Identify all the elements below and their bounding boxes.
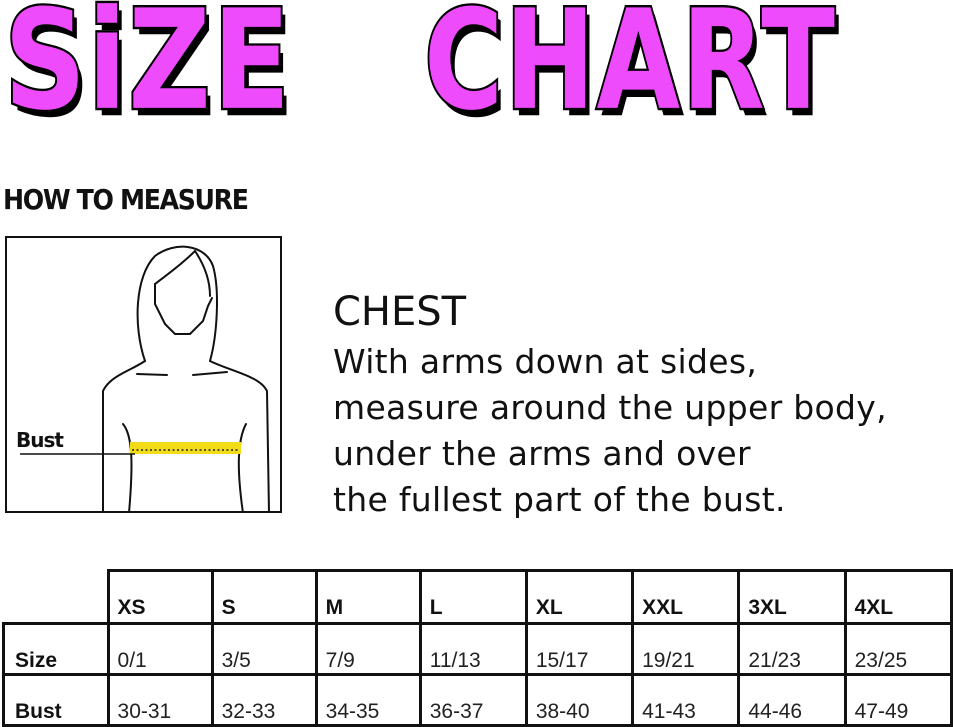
table-cell: 3/5 xyxy=(210,622,318,676)
table-cell: 11/13 xyxy=(418,622,528,676)
table-cell: 38-40 xyxy=(524,673,635,727)
bust-label: Bust xyxy=(16,428,64,452)
table-cell: 19/21 xyxy=(631,622,741,676)
header-cell: L xyxy=(418,569,528,625)
table-cell: 21/23 xyxy=(737,622,847,676)
table-cell: 36-37 xyxy=(418,673,528,727)
table-cell: 15/17 xyxy=(524,622,635,676)
table-cell: 7/9 xyxy=(314,622,422,676)
instruction-line: measure around the upper body, xyxy=(333,388,887,427)
measuring-tape xyxy=(130,442,241,454)
table-cell: 44-46 xyxy=(737,673,847,727)
size-table: XS S M L XL XXL 3XL 4XL Size 0/1 3/5 7/9… xyxy=(2,569,953,727)
title-size: SiZE xyxy=(2,0,292,142)
title-chart: CHART xyxy=(422,0,837,142)
table-row-bust: Bust 30-31 32-33 34-35 36-37 38-40 41-43… xyxy=(2,673,953,727)
instruction-line: the fullest part of the bust. xyxy=(333,480,786,519)
chest-heading: CHEST xyxy=(333,289,467,335)
table-cell: 34-35 xyxy=(314,673,422,727)
instruction-line: under the arms and over xyxy=(333,434,751,473)
table-cell: 47-49 xyxy=(843,673,953,727)
empty-corner-cell xyxy=(3,570,110,625)
row-label: Size xyxy=(2,622,110,676)
header-cell: S xyxy=(210,569,318,625)
chest-instructions: With arms down at sides, measure around … xyxy=(333,339,887,523)
table-cell: 0/1 xyxy=(106,622,214,676)
table-cell: 23/25 xyxy=(843,622,953,676)
table-cell: 30-31 xyxy=(106,673,214,727)
header-cell: 3XL xyxy=(737,569,847,625)
woman-outline-illustration xyxy=(5,236,282,514)
measurement-figure: Bust xyxy=(5,236,282,514)
header-cell: XXL xyxy=(631,569,741,625)
table-cell: 41-43 xyxy=(631,673,741,727)
instruction-line: With arms down at sides, xyxy=(333,342,758,381)
header-row: XS S M L XL XXL 3XL 4XL xyxy=(3,569,953,625)
table-row-size: Size 0/1 3/5 7/9 11/13 15/17 19/21 21/23… xyxy=(2,622,953,676)
header-cell: XL xyxy=(524,569,635,625)
table-cell: 32-33 xyxy=(210,673,318,727)
header-cell: M xyxy=(314,569,422,625)
row-label: Bust xyxy=(2,673,110,727)
header-cell: XS xyxy=(106,569,214,625)
how-to-measure-heading: HOW TO MEASURE xyxy=(3,183,249,216)
header-cell: 4XL xyxy=(843,569,953,625)
